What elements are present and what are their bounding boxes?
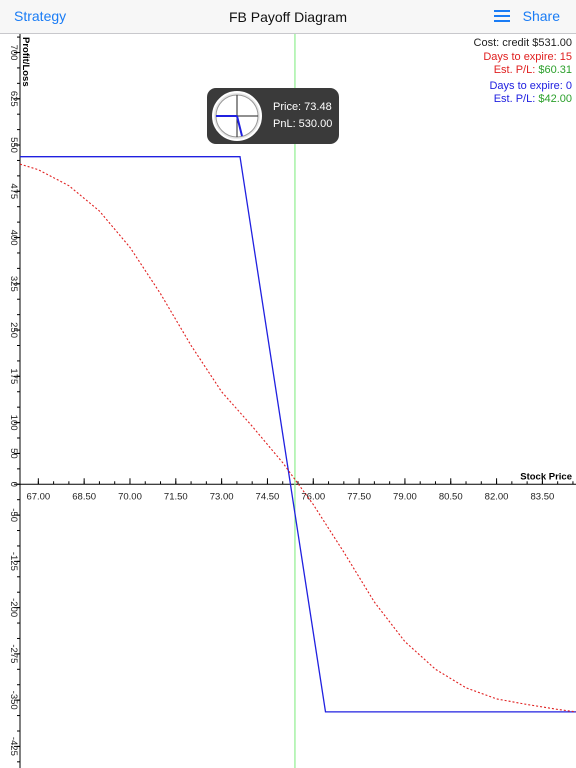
days15-payoff-line <box>19 163 576 713</box>
x-tick-label: 77.50 <box>347 491 371 502</box>
x-tick-label: 82.00 <box>485 491 509 502</box>
tooltip-pnl: PnL: 530.00 <box>273 118 333 130</box>
x-tick-label: 67.00 <box>26 491 50 502</box>
payoff-chart: 67.00 68.50 70.00 71.50 73.00 74.50 76.00 77.50… <box>8 34 576 768</box>
x-tick-label: 79.00 <box>393 491 417 502</box>
tooltip-price: Price: 73.48 <box>273 101 332 113</box>
expiry-payoff-line <box>20 156 576 713</box>
x-tick-label: 74.50 <box>256 491 280 502</box>
strategy-button[interactable]: Strategy <box>14 8 67 24</box>
x-tick-label: 68.50 <box>72 491 96 502</box>
est0-row: Est. P/L: $42.00 <box>494 93 572 105</box>
y-tick-label: 250 <box>8 322 19 338</box>
x-axis-label: Stock Price <box>520 471 572 482</box>
y-tick-label: -425 <box>8 737 19 756</box>
est0-label: Est. P/L: <box>493 93 539 105</box>
est15-value: $60.31 <box>538 64 572 76</box>
est15-row: Est. P/L: $60.31 <box>494 64 572 76</box>
y-tick-label: -125 <box>8 552 19 571</box>
expire15-label: Days to expire: 15 <box>483 51 572 63</box>
y-tick-label: 550 <box>8 137 19 153</box>
list-icon[interactable] <box>494 10 510 22</box>
est15-label: Est. P/L: <box>493 64 539 76</box>
price-tooltip: Price: 73.48 PnL: 530.00 <box>207 88 339 144</box>
y-tick-label: 50 <box>8 448 19 459</box>
y-tick-label: -350 <box>8 691 19 710</box>
y-tick-label: -275 <box>8 644 19 663</box>
expire0-label: Days to expire: 0 <box>489 80 572 92</box>
page-title: FB Payoff Diagram <box>228 9 347 25</box>
nav-bar: Strategy FB Payoff Diagram Share <box>0 0 576 34</box>
y-tick-label: -50 <box>8 508 19 522</box>
crosshair-icon <box>212 91 262 141</box>
y-tick-label: 175 <box>8 368 19 384</box>
x-tick-label: 71.50 <box>164 491 188 502</box>
y-tick-label: 100 <box>8 415 19 431</box>
cost-label: Cost: credit $531.00 <box>473 37 572 49</box>
x-tick-label: 83.50 <box>531 491 555 502</box>
y-tick-label: 0 <box>8 482 19 487</box>
y-tick-label: 400 <box>8 230 19 246</box>
x-tick-label: 73.00 <box>210 491 234 502</box>
y-axis-label: Profit/Loss <box>20 37 31 87</box>
x-tick-label: 70.00 <box>118 491 142 502</box>
x-tick-label: 80.50 <box>439 491 463 502</box>
x-tick-label: 76.00 <box>301 491 325 502</box>
y-tick-label: 325 <box>8 276 19 292</box>
y-tick-label: -200 <box>8 598 19 617</box>
share-button[interactable]: Share <box>522 8 560 24</box>
y-tick-label: 625 <box>8 91 19 107</box>
est0-value: $42.00 <box>538 93 572 105</box>
y-tick-label: 475 <box>8 183 19 199</box>
y-tick-label: 700 <box>8 45 19 61</box>
